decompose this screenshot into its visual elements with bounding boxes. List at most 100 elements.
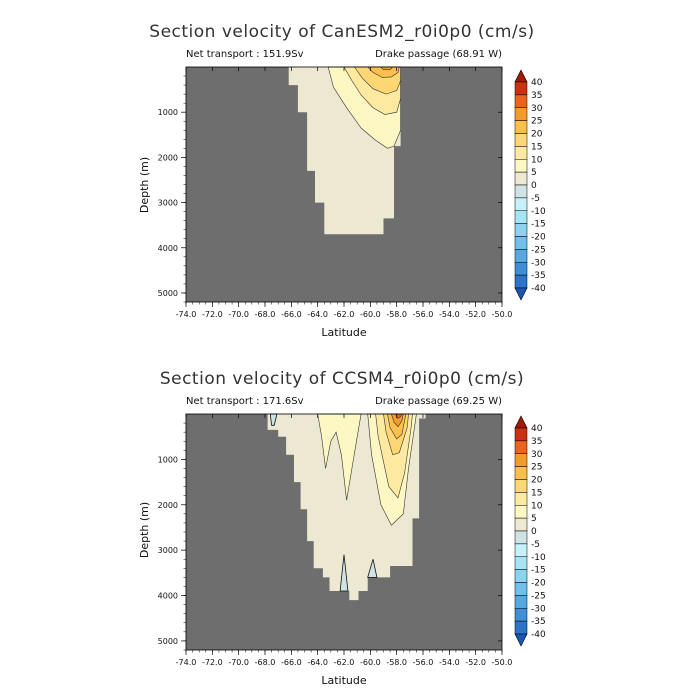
x-tick-label: -50.0 [492, 310, 513, 319]
y-tick-label: 2000 [158, 501, 178, 510]
colorbar-label: 0 [531, 527, 537, 537]
colorbar-box [514, 479, 528, 493]
colorbar-label: 5 [531, 168, 537, 178]
colorbar-label: -40 [531, 284, 546, 294]
panel-1: Section velocity of CanESM2_r0i0p0 (cm/s… [138, 22, 546, 339]
colorbar-box [514, 249, 528, 263]
colorbar-label: -35 [531, 617, 546, 627]
x-tick-label: -70.0 [228, 658, 249, 667]
x-tick-label: -64.0 [307, 310, 328, 319]
colorbar-box [514, 620, 528, 635]
colorbar-label: -20 [531, 579, 546, 589]
panel-1-drake-label: Drake passage (68.91 W) [375, 49, 502, 60]
y-tick-label: 1000 [158, 108, 178, 117]
x-tick-label: -68.0 [255, 310, 276, 319]
colorbar-label: -10 [531, 553, 546, 563]
x-tick-label: -72.0 [202, 310, 223, 319]
y-tick-label: 5000 [158, 637, 178, 646]
panel-1-title: Section velocity of CanESM2_r0i0p0 (cm/s… [149, 22, 534, 42]
panel-2-colorbar: 40 35 30 25 20 15 10 5 0 -5 -10 -15 -20 -25 -30 -35 -40 [514, 415, 546, 647]
colorbar-label: -25 [531, 591, 546, 601]
panel-2-xlabel: Latitude [321, 674, 367, 687]
x-tick-label: -58.0 [386, 310, 407, 319]
colorbar-label: 25 [531, 117, 542, 127]
colorbar-box [514, 505, 528, 519]
panel-1-plot-area [185, 66, 503, 303]
colorbar-arrow-bottom [514, 633, 528, 647]
colorbar-label: -15 [531, 220, 546, 230]
colorbar-label: -15 [531, 566, 546, 576]
colorbar-label: 40 [531, 424, 543, 434]
y-tick-label: 3000 [158, 199, 178, 208]
colorbar-label: -25 [531, 245, 546, 255]
colorbar-box [514, 453, 528, 467]
panel-1-axes: -74.0 -72.0 -70.0 -68.0 -66.0 -64.0 -62.0 -60.0… [158, 67, 513, 319]
colorbar-label: 30 [531, 104, 543, 114]
colorbar-label: 35 [531, 437, 542, 447]
colorbar-label: -10 [531, 207, 546, 217]
colorbar-box [514, 184, 528, 199]
contour-negative-deep-1 [339, 554, 349, 592]
panel-2-ylabel: Depth (m) [138, 502, 151, 558]
x-tick-label: -62.0 [334, 658, 355, 667]
colorbar-label: 10 [531, 501, 543, 511]
panel-1-xlabel: Latitude [321, 326, 367, 339]
y-tick-label: 1000 [158, 455, 178, 464]
colorbar-box [514, 440, 528, 454]
colorbar-box [514, 210, 528, 224]
colorbar-label: -30 [531, 258, 546, 268]
colorbar-box [514, 223, 528, 237]
x-tick-label: -62.0 [334, 310, 355, 319]
colorbar-label: -5 [531, 540, 540, 550]
x-tick-label: -54.0 [439, 658, 460, 667]
x-tick-label: -58.0 [386, 658, 407, 667]
panel-2-axes: -74.0 -72.0 -70.0 -68.0 -66.0 -64.0 -62.0 -60.0… [158, 414, 513, 667]
colorbar-label: 20 [531, 130, 543, 140]
x-tick-label: -56.0 [413, 310, 434, 319]
colorbar-label: 35 [531, 91, 542, 101]
x-tick-label: -72.0 [202, 658, 223, 667]
panel-2-plot-area [185, 413, 503, 651]
x-tick-label: -66.0 [281, 310, 302, 319]
colorbar-box [514, 427, 528, 442]
x-tick-label: -70.0 [228, 310, 249, 319]
colorbar-box [514, 608, 528, 622]
panel-1-ylabel: Depth (m) [138, 157, 151, 213]
colorbar-label: 25 [531, 463, 542, 473]
x-tick-label: -64.0 [307, 658, 328, 667]
colorbar-label: -30 [531, 604, 546, 614]
x-tick-label: -56.0 [413, 658, 434, 667]
panel-1-colorbar: 40 35 30 25 20 15 10 5 0 -5 -10 -15 -20 -25 -30 -35 -40 [514, 69, 546, 301]
colorbar-box [514, 107, 528, 121]
colorbar-box [514, 120, 528, 134]
colorbar-label: 40 [531, 78, 543, 88]
panel-2: Section velocity of CCSM4_r0i0p0 (cm/s) … [138, 369, 546, 687]
colorbar-label: 15 [531, 488, 542, 498]
colorbar-box [514, 171, 528, 186]
colorbar-box [514, 236, 528, 250]
colorbar-arrow-top [514, 415, 528, 429]
panel-2-title: Section velocity of CCSM4_r0i0p0 (cm/s) [160, 369, 524, 389]
panel-2-drake-label: Drake passage (69.25 W) [375, 396, 502, 407]
colorbar-label: -35 [531, 271, 546, 281]
x-tick-label: -52.0 [465, 310, 486, 319]
colorbar-box [514, 81, 528, 96]
x-tick-label: -68.0 [255, 658, 276, 667]
colorbar-label: 15 [531, 142, 542, 152]
colorbar-box [514, 146, 528, 160]
colorbar-box [514, 262, 528, 276]
colorbar-label: 30 [531, 450, 543, 460]
colorbar-arrow-top [514, 69, 528, 83]
colorbar-box [514, 569, 528, 583]
y-tick-label: 5000 [158, 289, 178, 298]
colorbar-box [514, 556, 528, 570]
colorbar-box [514, 94, 528, 108]
x-tick-label: -50.0 [492, 658, 513, 667]
x-tick-label: -74.0 [176, 310, 197, 319]
colorbar-label: -5 [531, 194, 540, 204]
colorbar-box [514, 530, 528, 545]
y-tick-label: 2000 [158, 153, 178, 162]
x-tick-label: -60.0 [360, 658, 381, 667]
colorbar-label: 20 [531, 476, 543, 486]
